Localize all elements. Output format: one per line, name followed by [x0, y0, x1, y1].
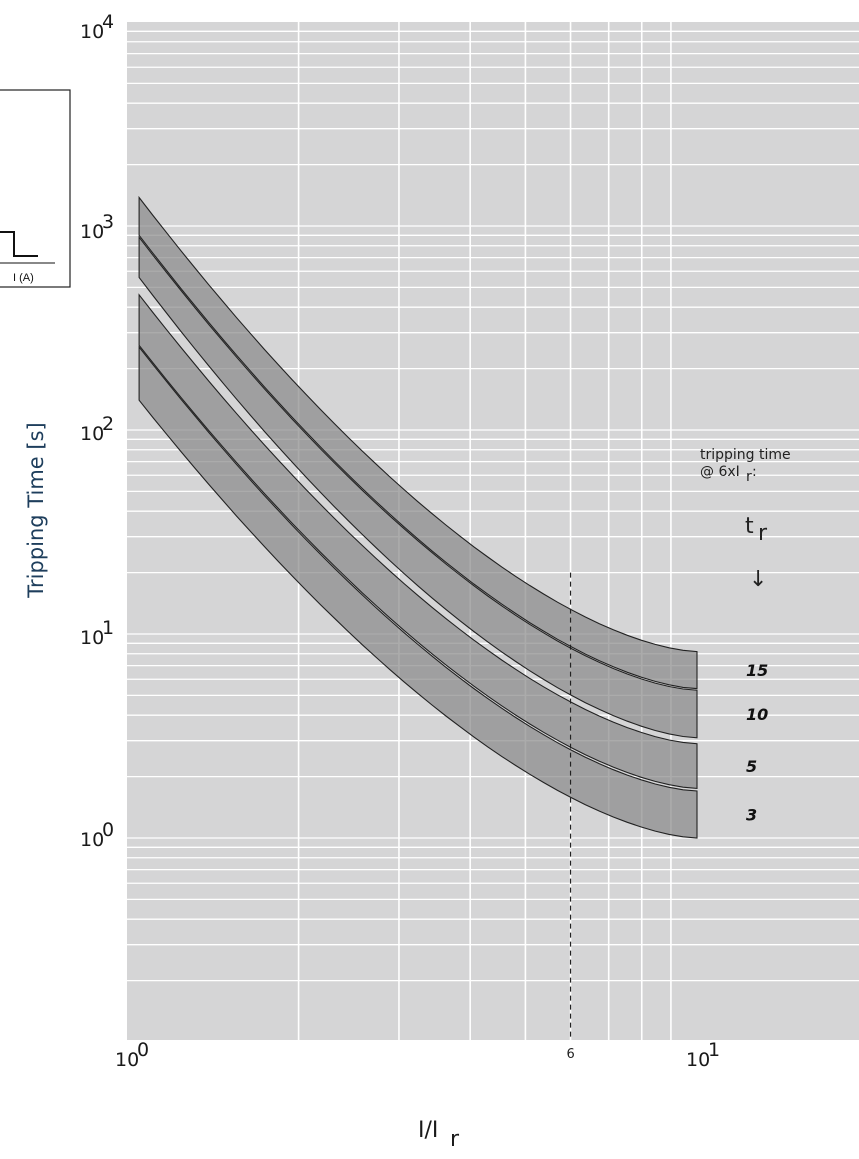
x-tick-labels: 10 0 10 1	[115, 1039, 720, 1071]
y-tick-labels: 10 4 10 3 10 2 10 1 10 0	[80, 11, 114, 851]
x-axis-title-main: I/I	[418, 1118, 438, 1143]
tripping-bands: 15 10 5 3	[138, 195, 768, 839]
inset-frame	[0, 89, 71, 288]
tripping-band-3	[138, 345, 698, 839]
band-label-10: 10	[746, 705, 768, 724]
tripping-time-note: tripping time @ 6xI r : t r ↓	[700, 447, 791, 592]
inset-box: I (A)	[0, 89, 71, 288]
x-axis-title-sub: r	[450, 1127, 460, 1152]
y-tick-label-base: 10	[80, 829, 104, 851]
note-line-2-sub: r	[746, 469, 752, 485]
plot-background	[127, 22, 859, 1040]
y-tick-label-base: 10	[80, 423, 104, 445]
note-line-1: tripping time	[700, 447, 791, 463]
band-label-3: 3	[746, 805, 757, 824]
tr-symbol: t	[745, 514, 754, 539]
y-tick-label-base: 10	[80, 627, 104, 649]
inset-curve-icon	[0, 231, 38, 257]
y-tick-label-exp: 1	[102, 617, 114, 639]
band-label-5: 5	[746, 757, 757, 776]
y-tick-label-exp: 0	[102, 819, 114, 841]
tripping-band-10	[138, 235, 698, 739]
tr-symbol-sub: r	[758, 521, 768, 546]
reference-line-group: 6	[567, 572, 575, 1062]
inset-axis-label: I (A)	[13, 272, 34, 284]
x-tick-label-base: 10	[686, 1049, 710, 1071]
x-tick-label-exp: 0	[137, 1039, 149, 1061]
y-axis-title: Tripping Time [s]	[24, 422, 48, 598]
note-line-2-prefix: @ 6xI	[700, 464, 740, 480]
tripping-band-15	[138, 195, 698, 690]
y-tick-label-base: 10	[80, 221, 104, 243]
y-tick-label-exp: 2	[102, 413, 114, 435]
x-tick-label-base: 10	[115, 1049, 139, 1071]
note-line-2-suffix: :	[752, 464, 757, 480]
tripping-band-5	[138, 293, 698, 789]
y-tick-label-exp: 3	[102, 211, 114, 233]
x-axis-title: I/I r	[418, 1118, 460, 1152]
y-tick-label-exp: 4	[102, 11, 114, 33]
x-tick-label-exp: 1	[708, 1039, 720, 1061]
y-tick-label-base: 10	[80, 21, 104, 43]
down-arrow-icon: ↓	[749, 567, 767, 592]
band-label-15: 15	[746, 661, 768, 680]
reference-line-label: 6	[567, 1047, 575, 1062]
